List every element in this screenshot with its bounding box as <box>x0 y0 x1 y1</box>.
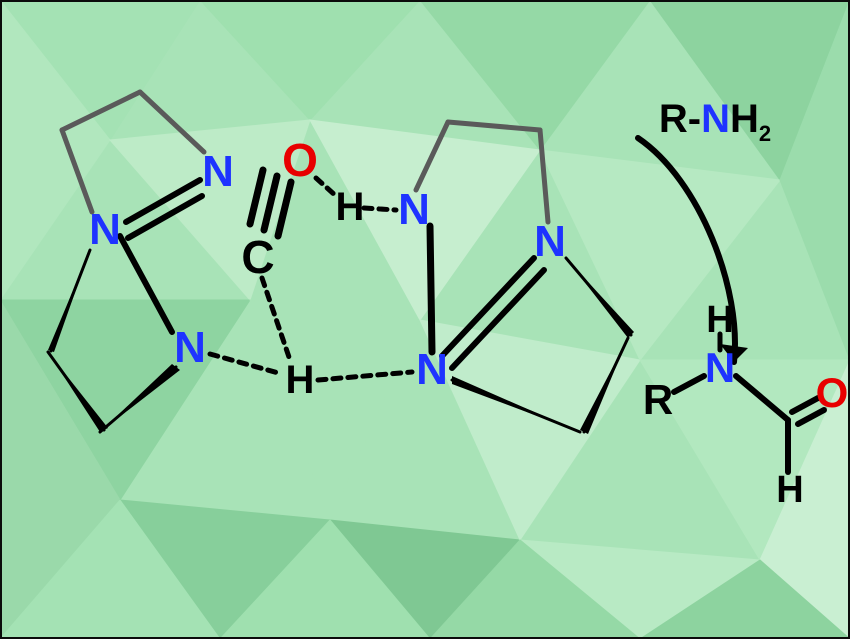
atom-rN3: N <box>416 348 448 392</box>
atom-pHc: H <box>776 471 803 509</box>
atom-pR: R <box>643 379 673 421</box>
atom-lN3: N <box>174 326 206 370</box>
atom-pN: N <box>705 347 735 389</box>
atom-cHb: H <box>286 360 315 400</box>
diagram-stage: NNNOCHHNNNR-NH2RNHOH <box>0 0 850 639</box>
atom-cC: C <box>241 234 274 280</box>
atom-lN1: N <box>89 208 121 252</box>
atom-cO: O <box>282 137 318 183</box>
atom-rN1: N <box>398 188 430 232</box>
atom-txtR: R-NH2 <box>659 99 771 145</box>
atom-pO: O <box>816 372 849 414</box>
atom-lN2: N <box>202 150 234 194</box>
atom-cHt: H <box>336 187 365 227</box>
atom-pHn: H <box>706 301 733 339</box>
atom-rN2: N <box>534 220 566 264</box>
